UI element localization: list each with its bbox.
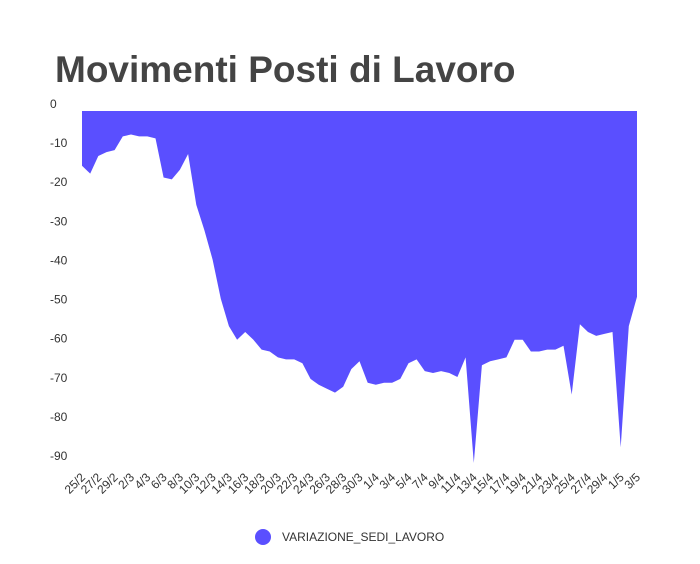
y-tick-label: -90	[50, 449, 68, 463]
y-tick-label: -40	[50, 253, 68, 267]
y-tick-label: -60	[50, 332, 68, 346]
y-tick-label: -30	[50, 214, 68, 228]
y-tick-label: -80	[50, 410, 68, 424]
area	[82, 111, 637, 463]
chart-title: Movimenti Posti di Lavoro	[55, 49, 516, 90]
y-tick-label: -20	[50, 175, 68, 189]
y-tick-label: -10	[50, 136, 68, 150]
legend-label: VARIAZIONE_SEDI_LAVORO	[282, 530, 444, 544]
legend-marker	[255, 529, 271, 545]
y-tick-label: -70	[50, 371, 68, 385]
y-tick-label: 0	[50, 97, 57, 111]
x-tick-label: 3/5	[621, 470, 643, 492]
y-tick-label: -50	[50, 293, 68, 307]
